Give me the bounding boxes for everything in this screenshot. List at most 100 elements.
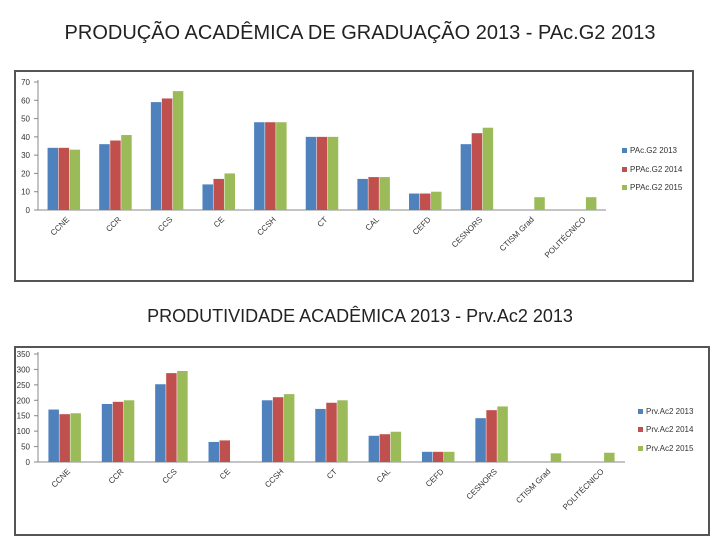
legend-swatch-top (622, 148, 627, 153)
legend-swatch-top (622, 185, 627, 190)
legend-swatch-top (622, 167, 627, 172)
x-tick-label-top: CCS (156, 215, 174, 233)
bar-top (316, 136, 328, 210)
y-tick-label-bottom: 200 (17, 396, 31, 405)
bar-bottom (486, 410, 497, 462)
bar-bottom (48, 409, 59, 462)
chart-frame-bottom (14, 346, 710, 536)
bar-top (224, 173, 235, 210)
bar-top (121, 135, 132, 210)
x-tick-label-top: CCNE (49, 215, 71, 237)
x-tick-label-bottom: CTISM Grad (514, 467, 552, 505)
chart-title-top: PRODUÇÃO ACADÊMICA DE GRADUAÇÃO 2013 - P… (64, 22, 656, 44)
bar-top (379, 177, 390, 210)
bar-bottom (315, 408, 326, 462)
y-tick-label-bottom: 300 (17, 365, 31, 374)
x-tick-label-top: CTISM Grad (498, 215, 536, 253)
x-tick-label-bottom: CEFD (424, 467, 446, 489)
bar-top (172, 91, 184, 210)
x-tick-label-top: CCR (104, 215, 123, 234)
bar-top (471, 133, 483, 210)
x-tick-label-top: CESNORS (450, 215, 484, 249)
bar-bottom (368, 435, 380, 462)
legend-label-bottom: Prv.Ac2 2013 (646, 407, 694, 416)
x-tick-label-bottom: POLITÉCNICO (561, 467, 606, 512)
bar-bottom (219, 440, 231, 462)
x-tick-label-bottom: CAL (375, 467, 393, 485)
y-tick-label-top: 20 (21, 169, 30, 178)
y-tick-label-top: 40 (21, 133, 30, 142)
bar-top (409, 193, 420, 210)
legend-label-top: PPAc.G2 2015 (630, 183, 683, 192)
x-tick-label-bottom: CCSH (263, 467, 286, 490)
y-tick-label-bottom: 0 (26, 458, 31, 467)
bar-top (368, 177, 379, 210)
legend-label-top: PAc.G2 2013 (630, 146, 678, 155)
x-tick-label-top: CCSH (255, 215, 278, 238)
x-tick-label-bottom: CESNORS (465, 467, 499, 501)
bar-bottom (443, 451, 455, 462)
bar-bottom (112, 401, 124, 462)
bar-top (534, 197, 545, 210)
bar-top (431, 191, 442, 210)
bar-bottom (177, 370, 188, 462)
bar-bottom (272, 397, 284, 462)
y-tick-label-bottom: 150 (17, 412, 31, 421)
y-tick-label-bottom: 350 (17, 350, 31, 359)
bar-top (254, 122, 265, 210)
bar-bottom (208, 441, 220, 462)
y-tick-label-top: 0 (26, 206, 31, 215)
bar-top (58, 147, 70, 210)
bar-top (110, 140, 121, 210)
bar-bottom (70, 413, 81, 462)
legend-swatch-bottom (638, 427, 643, 432)
bar-top (327, 136, 339, 210)
x-tick-label-bottom: CCNE (50, 467, 72, 489)
y-tick-label-bottom: 250 (17, 381, 31, 390)
x-tick-label-bottom: CT (325, 467, 339, 481)
y-tick-label-top: 60 (21, 96, 30, 105)
legend-label-top: PPAc.G2 2014 (630, 165, 683, 174)
y-tick-label-top: 70 (21, 78, 30, 87)
bar-bottom (59, 414, 70, 462)
bar-bottom (283, 394, 295, 462)
bar-top (276, 122, 287, 210)
legend-label-bottom: Prv.Ac2 2014 (646, 425, 694, 434)
bar-bottom (379, 434, 391, 462)
y-tick-label-top: 10 (21, 188, 30, 197)
bar-bottom (421, 451, 433, 462)
bar-top (357, 178, 368, 210)
bar-top (213, 178, 224, 210)
bar-bottom (166, 373, 177, 462)
bar-top (460, 144, 472, 210)
bar-bottom (550, 453, 562, 462)
x-tick-label-bottom: CE (218, 467, 232, 481)
bar-top (47, 147, 59, 210)
bar-top (150, 102, 162, 210)
y-tick-label-bottom: 50 (21, 443, 30, 452)
y-tick-label-top: 50 (21, 115, 30, 124)
bar-bottom (337, 400, 348, 462)
y-tick-label-bottom: 100 (17, 427, 31, 436)
bar-top (585, 197, 597, 210)
chart-title-bottom: PRODUTIVIDADE ACADÊMICA 2013 - Prv.Ac2 2… (147, 306, 573, 326)
x-tick-label-top: POLITÉCNICO (543, 215, 588, 260)
bar-bottom (390, 431, 402, 462)
x-tick-label-top: CE (212, 215, 226, 229)
bar-top (202, 184, 213, 210)
y-tick-label-top: 30 (21, 151, 30, 160)
bar-bottom (326, 402, 337, 462)
bar-top (305, 136, 317, 210)
bar-bottom (475, 418, 486, 462)
bar-bottom (497, 406, 508, 462)
bar-top (420, 193, 431, 210)
bar-bottom (261, 400, 273, 462)
bar-bottom (101, 403, 113, 462)
bar-top (482, 127, 494, 210)
x-tick-label-top: CT (316, 215, 330, 229)
legend-swatch-bottom (638, 409, 643, 414)
bar-top (265, 122, 276, 210)
legend-swatch-bottom (638, 446, 643, 451)
x-tick-label-bottom: CCR (107, 467, 126, 486)
x-tick-label-bottom: CCS (161, 467, 179, 485)
